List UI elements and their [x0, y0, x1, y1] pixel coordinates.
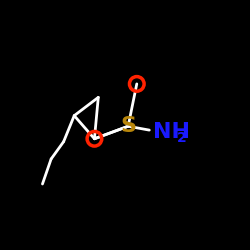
Text: NH: NH	[153, 122, 190, 142]
Text: S: S	[120, 116, 136, 136]
Text: 2: 2	[177, 131, 187, 145]
